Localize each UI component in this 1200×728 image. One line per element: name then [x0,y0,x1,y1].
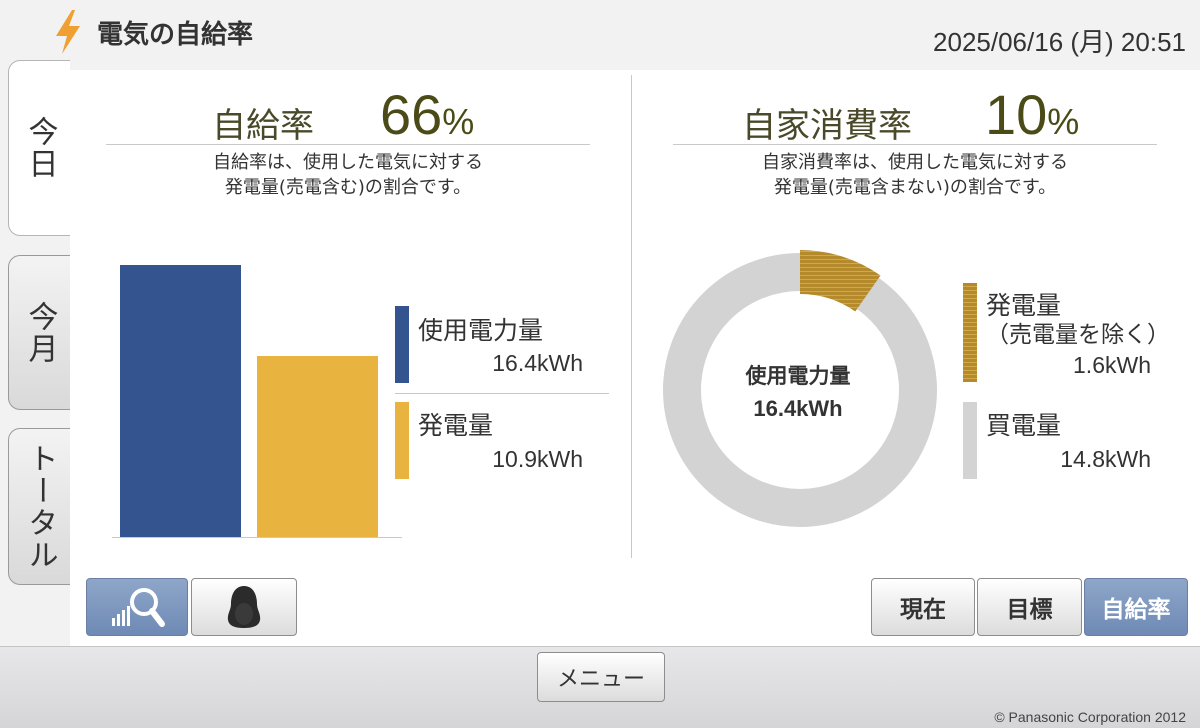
copyright-text: © Panasonic Corporation 2012 [994,709,1186,725]
self-sufficiency-label: 自給率 [212,106,314,146]
self-consumption-description: 自家消費率は、使用した電気に対する 発電量(売電含まない)の割合です。 [673,150,1157,200]
center-divider [631,75,632,558]
self-consumption-desc-line2: 発電量(売電含まない)の割合です。 [773,177,1057,198]
mode-target-button[interactable]: 目標 [977,578,1082,636]
usage-legend-swatch [395,306,409,383]
right-title-rule [673,144,1157,145]
tab-month[interactable]: 今月 [8,255,70,410]
purchased-legend-value: 14.8kWh [1060,446,1151,472]
graph-zoom-icon [112,588,165,627]
self-consumed-legend-swatch [963,283,977,382]
donut-center: 使用電力量 16.4kWh [708,360,888,422]
generation-legend-swatch [395,402,409,479]
usage-legend-value: 16.4kWh [492,350,583,376]
left-title-rule [106,144,590,145]
self-consumption-unit: % [1047,101,1080,142]
mode-self-sufficiency-button[interactable]: 自給率 [1084,578,1188,636]
mode-current-button[interactable]: 現在 [871,578,975,636]
self-sufficiency-value: 66% [380,82,474,147]
bar-baseline [112,537,402,538]
penguin-character-icon [227,586,261,628]
self-consumed-slice [800,250,881,312]
tab-today[interactable]: 今日 [8,60,70,236]
character-view-button[interactable] [191,578,297,636]
self-sufficiency-number: 66 [380,83,443,146]
generation-legend-value: 10.9kWh [492,446,583,472]
menu-button[interactable]: メニュー [537,652,665,702]
self-consumption-desc-line1: 自家消費率は、使用した電気に対する [762,152,1068,173]
self-consumption-number: 10 [985,83,1048,146]
datetime-display: 2025/06/16 (月) 20:51 [933,27,1186,57]
self-consumption-value: 10% [985,82,1079,147]
self-consumption-label: 自家消費率 [742,106,912,146]
legend-separator [395,393,609,394]
page-title: 電気の自給率 [97,20,254,50]
purchased-legend-swatch [963,402,977,479]
self-sufficiency-unit: % [442,101,475,142]
usage-legend-label: 使用電力量 [418,316,544,345]
self-consumed-legend-label2: （売電量を除く） [986,322,1170,348]
purchased-legend-label: 買電量 [986,411,1062,440]
usage-bar [120,265,241,537]
tab-total[interactable]: トータル [8,428,70,585]
donut-center-value: 16.4kWh [753,396,843,421]
self-sufficiency-description: 自給率は、使用した電気に対する 発電量(売電含む)の割合です。 [106,150,590,200]
self-consumed-legend-label1: 発電量 [986,291,1062,320]
tab-month-label: 今月 [22,300,58,365]
self-sufficiency-desc-line1: 自給率は、使用した電気に対する [213,152,483,173]
donut-chart [663,250,937,527]
generation-bar [257,356,378,537]
self-consumed-legend-value: 1.6kWh [1073,352,1151,378]
donut-center-label: 使用電力量 [745,364,851,388]
tab-today-label: 今日 [22,116,58,180]
header-bar: 電気の自給率 2025/06/16 (月) 20:51 [0,0,1200,70]
footer-bar: メニュー © Panasonic Corporation 2012 [0,646,1200,728]
self-sufficiency-desc-line2: 発電量(売電含む)の割合です。 [224,177,472,198]
generation-legend-label: 発電量 [418,411,494,440]
graph-view-button[interactable] [86,578,188,636]
lightning-bolt-icon [56,10,80,54]
tab-total-label: トータル [22,442,58,571]
